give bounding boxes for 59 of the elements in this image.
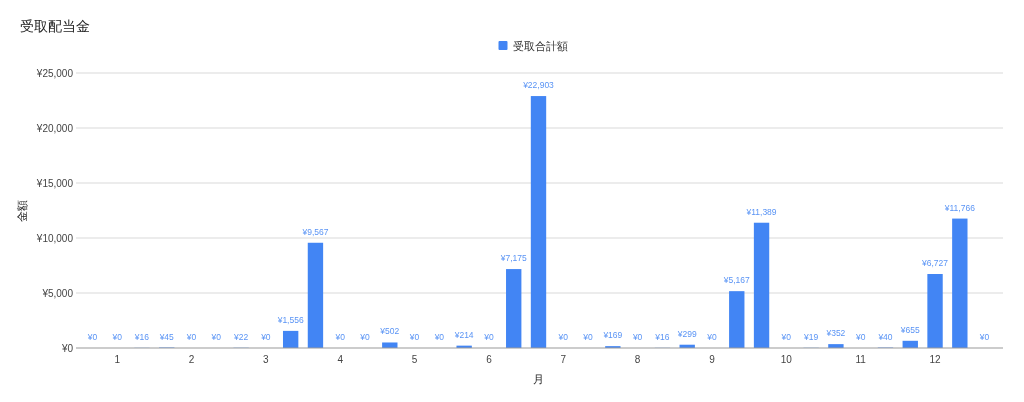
x-axis-title: 月 bbox=[533, 373, 544, 385]
legend-label: 受取合計額 bbox=[512, 40, 568, 52]
x-tick-label: 11 bbox=[855, 354, 867, 365]
x-tick-label: 2 bbox=[188, 354, 195, 365]
data-label: ¥0 bbox=[483, 332, 494, 342]
x-tick-label: 6 bbox=[486, 354, 493, 365]
data-label: ¥40 bbox=[877, 331, 893, 342]
x-tick-label: 4 bbox=[337, 354, 344, 365]
data-label: ¥0 bbox=[359, 332, 371, 342]
data-label: ¥7,175 bbox=[499, 253, 527, 264]
data-label: ¥1,556 bbox=[276, 314, 304, 325]
data-label: ¥5,167 bbox=[722, 275, 751, 286]
data-label: ¥299 bbox=[676, 328, 697, 339]
x-tick-label: 9 bbox=[709, 354, 716, 365]
data-label: ¥169 bbox=[602, 330, 623, 341]
data-label: ¥0 bbox=[706, 332, 717, 342]
data-label: ¥0 bbox=[86, 332, 98, 342]
data-label: ¥11,766 bbox=[943, 202, 976, 213]
data-label: ¥6,727 bbox=[921, 258, 949, 268]
data-label: ¥0 bbox=[978, 332, 990, 342]
y-tick-label: ¥5,000 bbox=[41, 288, 74, 299]
x-tick-label: 10 bbox=[780, 354, 793, 365]
data-label: ¥0 bbox=[780, 332, 792, 342]
data-label: ¥352 bbox=[825, 328, 846, 339]
data-label: ¥16 bbox=[654, 331, 670, 342]
data-label: ¥0 bbox=[334, 332, 346, 342]
data-label: ¥655 bbox=[899, 324, 920, 335]
x-tick-label: 5 bbox=[411, 354, 418, 365]
data-label: ¥0 bbox=[260, 332, 271, 342]
data-label: ¥0 bbox=[408, 332, 420, 342]
data-label: ¥16 bbox=[133, 331, 150, 342]
x-tick-label: 8 bbox=[634, 354, 641, 365]
data-label: ¥19 bbox=[803, 331, 819, 342]
data-label: ¥0 bbox=[185, 332, 197, 342]
data-label: ¥0 bbox=[854, 332, 866, 342]
data-label: ¥502 bbox=[379, 326, 400, 337]
chart-title: 受取配当金 bbox=[20, 18, 90, 34]
y-tick-label: ¥15,000 bbox=[35, 178, 74, 189]
data-label: ¥0 bbox=[557, 332, 569, 342]
x-tick-label: 3 bbox=[263, 354, 270, 365]
y-axis-title: 金額 bbox=[16, 199, 28, 222]
data-label: ¥9,567 bbox=[301, 226, 329, 237]
data-label: ¥214 bbox=[453, 329, 474, 340]
x-tick-label: 1 bbox=[114, 354, 121, 365]
data-label: ¥0 bbox=[433, 332, 445, 342]
y-tick-label: ¥20,000 bbox=[35, 123, 74, 134]
data-label: ¥0 bbox=[631, 332, 643, 342]
data-label: ¥45 bbox=[158, 331, 175, 342]
x-tick-label: 7 bbox=[560, 354, 567, 365]
data-label: ¥0 bbox=[111, 332, 123, 342]
x-tick-label: 12 bbox=[929, 354, 942, 365]
y-tick-label: ¥10,000 bbox=[35, 233, 74, 244]
data-label: ¥0 bbox=[210, 332, 222, 342]
y-tick-label: ¥25,000 bbox=[35, 68, 74, 79]
data-label: ¥0 bbox=[582, 332, 594, 342]
data-label: ¥22 bbox=[233, 331, 249, 342]
y-tick-label: ¥0 bbox=[60, 343, 74, 354]
data-label: ¥11,389 bbox=[745, 206, 777, 217]
data-label: ¥22,903 bbox=[522, 80, 555, 91]
